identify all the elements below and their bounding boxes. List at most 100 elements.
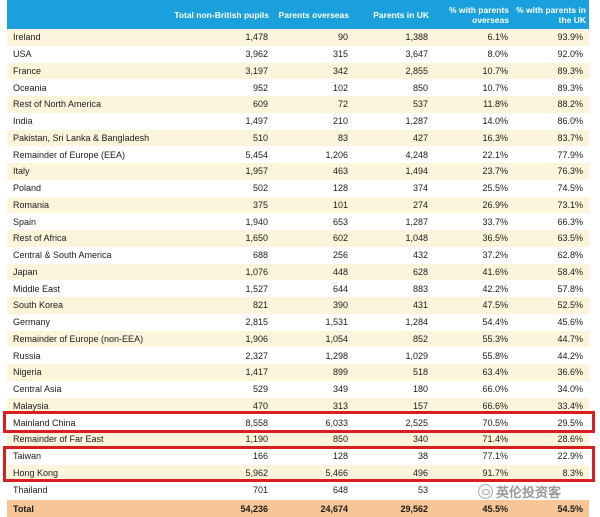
cell-total-pupils: 8,558: [245, 417, 268, 428]
cell-pct-overseas: 41.6%: [482, 266, 508, 277]
cell-country: Mainland China: [13, 417, 76, 428]
cell-total-pupils: 2,815: [245, 317, 268, 328]
cell-parents-in-uk: 4,248: [405, 149, 428, 160]
cell-pct-overseas: 42.2%: [482, 283, 508, 294]
cell-total-pupils: 1,497: [245, 116, 268, 127]
table-row: Rest of North America 609 72 537 11.8% 88.2%: [7, 96, 589, 113]
cell-parents-overseas: 313: [332, 400, 348, 411]
cell-country: Rest of North America: [13, 99, 102, 110]
cell-total-pupils: 821: [252, 300, 268, 311]
cell-pct-overseas: 37.2%: [482, 250, 508, 261]
total-pct-overseas: 45.5%: [482, 503, 508, 514]
header-total-pupils: Total non-British pupils: [174, 9, 269, 20]
cell-parents-in-uk: 38: [417, 451, 428, 462]
table-row: Spain 1,940 653 1,287 33.7% 66.3%: [7, 213, 589, 230]
cell-parents-overseas: 315: [332, 49, 348, 60]
wechat-icon: [478, 484, 493, 499]
cell-pct-in-uk: 88.2%: [557, 99, 583, 110]
cell-pct-in-uk: 62.8%: [557, 250, 583, 261]
cell-pct-overseas: 91.7%: [482, 467, 508, 478]
cell-country: Russia: [13, 350, 41, 361]
cell-pct-in-uk: 28.6%: [557, 434, 583, 445]
cell-total-pupils: 1,650: [245, 233, 268, 244]
cell-country: Nigeria: [13, 367, 42, 378]
cell-total-pupils: 701: [252, 484, 268, 495]
table-header: Total non-British pupils Parents oversea…: [7, 0, 589, 29]
cell-country: Romania: [13, 199, 50, 210]
cell-parents-in-uk: 427: [412, 132, 428, 143]
table-row: Italy 1,957 463 1,494 23.7% 76.3%: [7, 163, 589, 180]
cell-parents-overseas: 90: [337, 32, 348, 43]
cell-parents-in-uk: 1,048: [405, 233, 428, 244]
cell-pct-in-uk: 58.4%: [557, 266, 583, 277]
total-label: Total: [13, 503, 34, 514]
cell-pct-in-uk: 73.1%: [557, 199, 583, 210]
cell-parents-overseas: 648: [332, 484, 348, 495]
cell-total-pupils: 952: [252, 82, 268, 93]
cell-parents-in-uk: 274: [412, 199, 428, 210]
cell-country: Italy: [13, 166, 30, 177]
table-row: USA 3,962 315 3,647 8.0% 92.0%: [7, 45, 589, 63]
cell-parents-in-uk: 1,287: [405, 216, 428, 227]
cell-pct-in-uk: 76.3%: [557, 166, 583, 177]
cell-total-pupils: 5,962: [245, 467, 268, 478]
cell-country: Ireland: [13, 32, 41, 43]
cell-pct-in-uk: 74.5%: [557, 183, 583, 194]
table-row: Malaysia 470 313 157 66.6% 33.4%: [7, 397, 589, 415]
cell-parents-overseas: 448: [332, 266, 348, 277]
cell-parents-in-uk: 432: [412, 250, 428, 261]
header-pct-in-uk: % with parents in the UK: [516, 4, 586, 25]
cell-parents-overseas: 128: [332, 451, 348, 462]
cell-parents-overseas: 899: [332, 367, 348, 378]
cell-parents-in-uk: 852: [412, 333, 428, 344]
cell-parents-in-uk: 1,388: [405, 32, 428, 43]
cell-pct-in-uk: 33.4%: [557, 400, 583, 411]
cell-pct-in-uk: 89.3%: [557, 65, 583, 76]
table-row: Central & South America 688 256 432 37.2% 62.…: [7, 246, 589, 264]
table-row: France 3,197 342 2,855 10.7% 89.3%: [7, 62, 589, 80]
cell-parents-overseas: 653: [332, 216, 348, 227]
cell-parents-overseas: 342: [332, 65, 348, 76]
cell-parents-in-uk: 3,647: [405, 49, 428, 60]
cell-parents-in-uk: 1,287: [405, 116, 428, 127]
cell-parents-overseas: 390: [332, 300, 348, 311]
table-row: Pakistan, Sri Lanka & Bangladesh 510 83 427…: [7, 129, 589, 147]
cell-parents-overseas: 1,531: [325, 317, 348, 328]
cell-pct-in-uk: 83.7%: [557, 132, 583, 143]
table-row: Remainder of Europe (non-EEA) 1,906 1,054 8…: [7, 330, 589, 348]
cell-country: USA: [13, 49, 32, 60]
cell-country: Pakistan, Sri Lanka & Bangladesh: [13, 132, 150, 143]
cell-pct-in-uk: 45.6%: [557, 317, 583, 328]
cell-parents-in-uk: 53: [417, 484, 428, 495]
cell-total-pupils: 1,076: [245, 266, 268, 277]
cell-country: Hong Kong: [13, 467, 59, 478]
cell-total-pupils: 1,190: [245, 434, 268, 445]
cell-pct-in-uk: 77.9%: [557, 149, 583, 160]
cell-pct-overseas: 22.1%: [482, 149, 508, 160]
cell-parents-in-uk: 180: [412, 384, 428, 395]
cell-pct-in-uk: 57.8%: [557, 283, 583, 294]
total-pct-in-uk: 54.5%: [557, 503, 583, 514]
cell-parents-overseas: 128: [332, 183, 348, 194]
table-row: Hong Kong 5,962 5,466 496 91.7% 8.3%: [7, 464, 589, 482]
cell-parents-in-uk: 883: [412, 283, 428, 294]
cell-country: Central Asia: [13, 384, 62, 395]
cell-pct-in-uk: 44.2%: [557, 350, 583, 361]
table-row: Central Asia 529 349 180 66.0% 34.0%: [7, 380, 589, 398]
cell-parents-overseas: 210: [332, 116, 348, 127]
cell-pct-overseas: 70.5%: [482, 417, 508, 428]
table-row: Middle East 1,527 644 883 42.2% 57.8%: [7, 280, 589, 297]
cell-parents-in-uk: 628: [412, 266, 428, 277]
cell-parents-overseas: 1,054: [325, 333, 348, 344]
table-body: Ireland 1,478 90 1,388 6.1% 93.9% USA 3,962 315 3…: [7, 29, 589, 498]
cell-country: Thailand: [13, 484, 48, 495]
cell-parents-overseas: 1,206: [325, 149, 348, 160]
table-row: India 1,497 210 1,287 14.0% 86.0%: [7, 112, 589, 130]
cell-parents-overseas: 850: [332, 434, 348, 445]
table-row: Russia 2,327 1,298 1,029 55.8% 44.2%: [7, 347, 589, 364]
cell-pct-overseas: 66.0%: [482, 384, 508, 395]
cell-pct-overseas: 71.4%: [482, 434, 508, 445]
cell-pct-in-uk: 86.0%: [557, 116, 583, 127]
cell-pct-in-uk: 63.5%: [557, 233, 583, 244]
cell-parents-overseas: 1,298: [325, 350, 348, 361]
